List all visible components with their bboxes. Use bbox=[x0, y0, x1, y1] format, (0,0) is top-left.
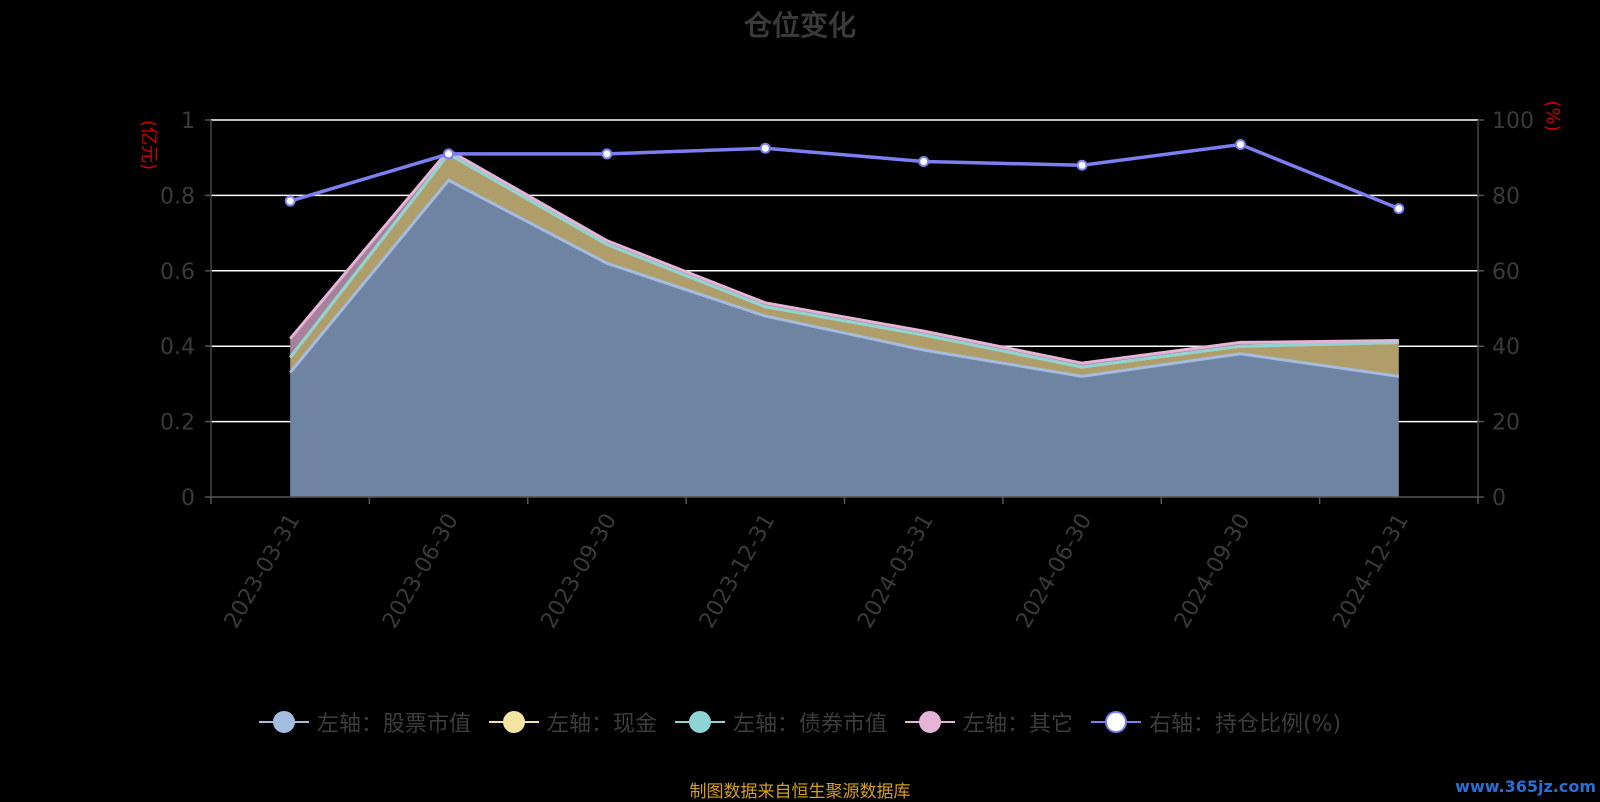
left-tick-label: 0.4 bbox=[160, 335, 195, 360]
left-tick-label: 1 bbox=[181, 109, 195, 134]
legend-swatch-icon bbox=[258, 710, 309, 734]
legend-swatch-icon bbox=[488, 710, 539, 734]
right-tick-label: 40 bbox=[1492, 335, 1520, 360]
right-tick-label: 20 bbox=[1492, 411, 1520, 436]
holding-ratio-point bbox=[759, 142, 771, 154]
area-edge-2 bbox=[289, 151, 1399, 369]
legend-label: 右轴：持仓比例(%) bbox=[1148, 712, 1342, 737]
x-tick-label: 2024-12-31 bbox=[1328, 510, 1414, 633]
legend-item[interactable]: 左轴：债券市值 bbox=[674, 706, 887, 738]
x-tick-label: 2024-06-30 bbox=[1012, 510, 1098, 633]
right-tick-label: 0 bbox=[1492, 486, 1506, 511]
right-tick-label: 100 bbox=[1492, 109, 1534, 134]
legend-swatch-icon bbox=[904, 710, 955, 734]
legend-label: 左轴：债券市值 bbox=[732, 712, 887, 737]
x-tick-label: 2024-09-30 bbox=[1170, 510, 1256, 633]
left-tick-label: 0.8 bbox=[160, 184, 195, 209]
holding-ratio-point bbox=[1076, 159, 1088, 171]
left-tick-label: 0.6 bbox=[160, 260, 195, 285]
right-axis-unit: (%) bbox=[1542, 100, 1563, 131]
area-edge-0 bbox=[289, 178, 1400, 378]
holding-ratio-point bbox=[1234, 139, 1246, 151]
data-source-note: 制图数据来自恒生聚源数据库 bbox=[689, 782, 911, 802]
legend-swatch-icon bbox=[674, 710, 725, 734]
legend-item[interactable]: 左轴：其它 bbox=[904, 706, 1073, 738]
right-tick-label: 60 bbox=[1492, 260, 1520, 285]
x-tick-label: 2023-03-31 bbox=[220, 510, 306, 633]
watermark: www.365jz.com bbox=[1455, 777, 1596, 796]
holding-ratio-point bbox=[443, 148, 455, 160]
legend-item[interactable]: 左轴：现金 bbox=[488, 706, 657, 738]
chart-title: 仓位变化 bbox=[743, 9, 856, 42]
holding-ratio-point bbox=[601, 148, 613, 160]
holding-ratio-line bbox=[289, 142, 1400, 211]
holding-ratio-point bbox=[1393, 203, 1405, 215]
legend-label: 左轴：其它 bbox=[962, 712, 1073, 737]
x-tick-label: 2023-06-30 bbox=[378, 510, 464, 633]
holding-ratio-point bbox=[284, 195, 296, 207]
legend-label: 左轴：股票市值 bbox=[316, 712, 471, 737]
left-axis-unit: (亿元) bbox=[138, 120, 159, 170]
x-tick-label: 2024-03-31 bbox=[853, 510, 939, 633]
area-edge-3 bbox=[289, 148, 1399, 365]
holding-ratio-point bbox=[918, 155, 930, 167]
x-tick-label: 2023-09-30 bbox=[537, 510, 623, 633]
legend-label: 左轴：现金 bbox=[546, 712, 657, 737]
right-tick-label: 80 bbox=[1492, 184, 1520, 209]
area-0 bbox=[290, 180, 1399, 497]
legend-swatch-icon bbox=[1090, 710, 1141, 734]
left-tick-label: 0.2 bbox=[160, 411, 195, 436]
legend-item[interactable]: 右轴：持仓比例(%) bbox=[1090, 706, 1342, 738]
left-tick-label: 0 bbox=[181, 486, 195, 511]
legend-item[interactable]: 左轴：股票市值 bbox=[258, 706, 471, 738]
chart-legend: 左轴：股票市值 左轴：现金 左轴：债券市值 左轴：其它 右轴：持仓比例(%) bbox=[0, 706, 1600, 738]
x-tick-label: 2023-12-31 bbox=[695, 510, 781, 633]
